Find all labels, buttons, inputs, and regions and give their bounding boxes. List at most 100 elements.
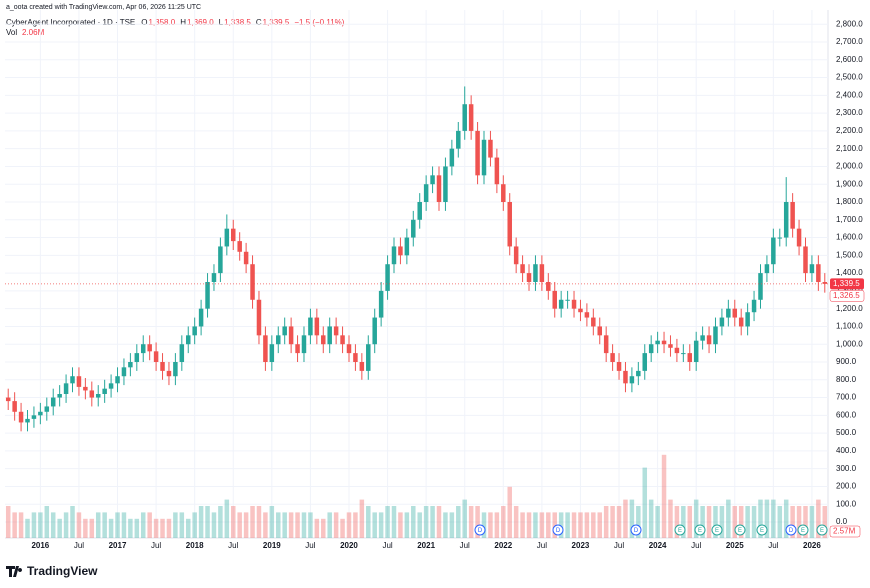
y-tick-label: 2,800.0 — [836, 19, 863, 28]
volume-bar — [398, 512, 403, 538]
volume-bar — [205, 506, 210, 538]
event-marker[interactable] — [816, 524, 828, 536]
candle-body — [25, 418, 30, 423]
credit: a_oota created with TradingView.com, Apr… — [6, 4, 201, 11]
event-marker[interactable] — [734, 524, 746, 536]
volume-bar — [693, 499, 699, 538]
candle-body — [115, 376, 120, 384]
volume-bar — [31, 512, 37, 538]
x-tick-label: 2021 — [417, 541, 435, 550]
volume-bar — [301, 512, 307, 538]
volume-bar — [777, 506, 783, 538]
candle-body — [565, 299, 570, 301]
candle-body — [398, 246, 403, 256]
event-marker[interactable] — [694, 524, 706, 536]
x-tick-label: 2022 — [494, 541, 512, 550]
volume-bar — [256, 506, 262, 538]
ohlc-value: 1,339.5 — [263, 18, 290, 27]
candle-body — [816, 264, 821, 282]
volume-bar — [732, 506, 738, 538]
y-tick-label: 1,500.0 — [836, 250, 863, 259]
volume-label: 2.57M — [833, 527, 856, 536]
event-marker-label: E — [678, 528, 682, 534]
volume-bar — [327, 512, 332, 538]
volume-bar — [372, 512, 377, 538]
volume-bar — [481, 512, 487, 538]
volume-bar — [340, 518, 345, 538]
volume-bar — [115, 512, 120, 538]
volume-bar — [57, 518, 62, 538]
logo-icon — [6, 566, 23, 577]
vol-key: Vol — [6, 28, 17, 37]
candle-body — [346, 344, 352, 354]
event-marker[interactable] — [674, 524, 686, 536]
volume-bar — [636, 506, 641, 538]
x-tick-label: Jul — [537, 541, 547, 550]
volume-bar — [713, 506, 718, 538]
candle-body — [539, 264, 545, 282]
candle-body — [359, 362, 365, 371]
event-marker-label: D — [789, 528, 794, 534]
candle-body — [738, 317, 744, 327]
candle-body — [681, 353, 686, 355]
candle-body — [726, 308, 731, 318]
event-marker[interactable] — [552, 524, 564, 536]
volume-bar — [185, 518, 191, 538]
y-tick-label: 1,200.0 — [836, 304, 863, 313]
volume-bar — [423, 506, 429, 538]
y-tick-label: 0.0 — [836, 517, 848, 526]
volume-bar — [243, 512, 249, 538]
candle-body — [263, 335, 268, 362]
candle-body — [468, 104, 474, 131]
candle-body — [610, 353, 615, 362]
event-marker[interactable] — [474, 524, 486, 536]
candle-body — [417, 202, 422, 220]
volume-bar — [346, 512, 352, 538]
event-marker[interactable] — [797, 524, 809, 536]
volume-bar — [520, 512, 525, 538]
volume-bar — [38, 512, 43, 538]
volume-bar — [411, 506, 416, 538]
volume-bar — [108, 518, 114, 538]
prev-price-label: 1,326.5 — [833, 291, 860, 300]
candle-body — [449, 148, 455, 167]
volume-bar — [501, 506, 506, 538]
candle-body — [481, 139, 487, 176]
event-marker-label: E — [715, 528, 719, 534]
volume-bar — [179, 512, 185, 538]
volume-bar — [353, 512, 358, 538]
event-marker[interactable] — [630, 524, 642, 536]
event-marker[interactable] — [711, 524, 723, 536]
event-marker[interactable] — [785, 524, 797, 536]
candle-body — [591, 317, 596, 327]
candle-body — [822, 282, 828, 284]
volume-bar — [507, 486, 512, 538]
volume-box — [829, 525, 861, 538]
y-tick-label: 2,200.0 — [836, 126, 863, 135]
candle-body — [153, 351, 159, 362]
volume-bar — [295, 512, 300, 538]
volume-bar — [661, 454, 667, 538]
volume-bar — [758, 499, 763, 538]
volume-bar — [655, 506, 660, 538]
candle-body — [494, 157, 500, 185]
volume-bar — [745, 506, 750, 538]
candle-body — [423, 184, 429, 202]
event-marker[interactable] — [756, 524, 768, 536]
volume-bar — [552, 512, 557, 538]
candle-body — [250, 264, 255, 300]
y-tick-label: 2,100.0 — [836, 144, 863, 153]
last-price-label: 1,339.5 — [833, 279, 860, 288]
candle-body — [571, 299, 577, 309]
volume-bar — [89, 518, 95, 538]
candle-body — [295, 344, 300, 354]
volume-bar — [18, 512, 24, 538]
candle-body — [648, 344, 654, 354]
x-tick-label: Jul — [614, 541, 624, 550]
candle-body — [128, 362, 133, 368]
candle-body — [687, 353, 693, 362]
y-tick-label: 1,700.0 — [836, 215, 863, 224]
volume-bar — [526, 512, 532, 538]
candle-body — [597, 326, 602, 336]
